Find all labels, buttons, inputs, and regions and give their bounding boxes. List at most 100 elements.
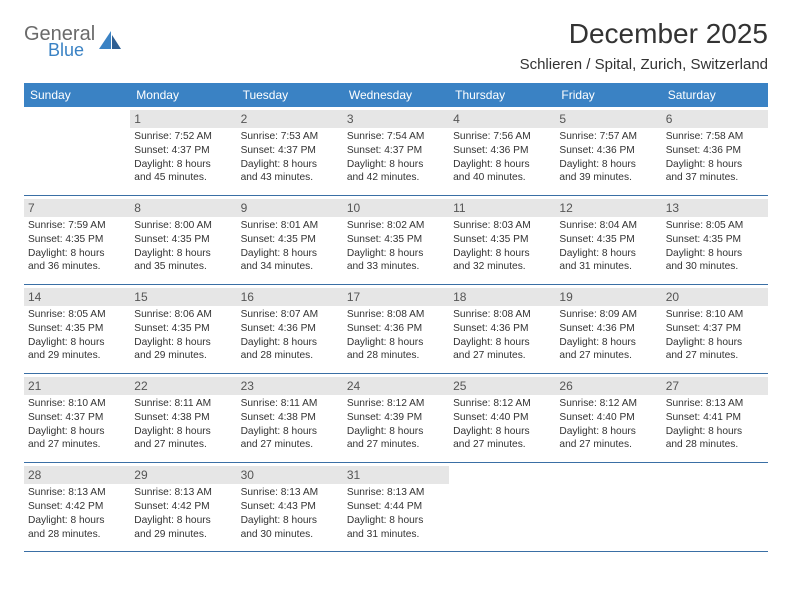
- day-info-line: Sunset: 4:38 PM: [241, 411, 339, 425]
- weekday-header-cell: Friday: [555, 83, 661, 107]
- title-block: December 2025 Schlieren / Spital, Zurich…: [520, 18, 768, 73]
- day-cell: 24Sunrise: 8:12 AMSunset: 4:39 PMDayligh…: [343, 374, 449, 462]
- day-number: 22: [130, 377, 236, 395]
- day-info-line: and 43 minutes.: [241, 171, 339, 185]
- weeks-container: 1Sunrise: 7:52 AMSunset: 4:37 PMDaylight…: [24, 107, 768, 552]
- day-info-line: Sunrise: 8:01 AM: [241, 219, 339, 233]
- day-info-line: Sunrise: 8:13 AM: [241, 486, 339, 500]
- day-info-line: and 29 minutes.: [134, 528, 232, 542]
- day-cell: 18Sunrise: 8:08 AMSunset: 4:36 PMDayligh…: [449, 285, 555, 373]
- day-cell: 28Sunrise: 8:13 AMSunset: 4:42 PMDayligh…: [24, 463, 130, 551]
- day-info-line: Sunrise: 8:12 AM: [559, 397, 657, 411]
- day-info-line: Daylight: 8 hours: [559, 158, 657, 172]
- day-info-line: Sunrise: 7:57 AM: [559, 130, 657, 144]
- weekday-header-cell: Saturday: [662, 83, 768, 107]
- day-cell: [24, 107, 130, 195]
- day-info-line: and 27 minutes.: [134, 438, 232, 452]
- day-info-line: and 31 minutes.: [559, 260, 657, 274]
- day-info-line: Sunset: 4:36 PM: [453, 144, 551, 158]
- weekday-header-cell: Tuesday: [237, 83, 343, 107]
- day-cell: 9Sunrise: 8:01 AMSunset: 4:35 PMDaylight…: [237, 196, 343, 284]
- page-header: General Blue December 2025 Schlieren / S…: [24, 18, 768, 73]
- day-info-line: Sunrise: 8:03 AM: [453, 219, 551, 233]
- day-info-line: Daylight: 8 hours: [241, 336, 339, 350]
- day-info-line: Daylight: 8 hours: [28, 514, 126, 528]
- day-info-line: and 35 minutes.: [134, 260, 232, 274]
- day-cell: 31Sunrise: 8:13 AMSunset: 4:44 PMDayligh…: [343, 463, 449, 551]
- day-number: 26: [555, 377, 661, 395]
- day-number: 17: [343, 288, 449, 306]
- weekday-header-cell: Thursday: [449, 83, 555, 107]
- day-info-line: Sunset: 4:35 PM: [666, 233, 764, 247]
- day-info-line: Sunset: 4:35 PM: [559, 233, 657, 247]
- day-number: 28: [24, 466, 130, 484]
- day-cell: 22Sunrise: 8:11 AMSunset: 4:38 PMDayligh…: [130, 374, 236, 462]
- day-info-line: Daylight: 8 hours: [347, 336, 445, 350]
- day-info-line: Sunrise: 8:13 AM: [666, 397, 764, 411]
- page-subtitle: Schlieren / Spital, Zurich, Switzerland: [520, 56, 768, 73]
- calendar-page: General Blue December 2025 Schlieren / S…: [0, 0, 792, 552]
- logo: General Blue: [24, 24, 123, 59]
- day-cell: 7Sunrise: 7:59 AMSunset: 4:35 PMDaylight…: [24, 196, 130, 284]
- day-number: 30: [237, 466, 343, 484]
- day-info-line: Sunset: 4:36 PM: [559, 144, 657, 158]
- calendar-grid: SundayMondayTuesdayWednesdayThursdayFrid…: [24, 83, 768, 552]
- week-row: 21Sunrise: 8:10 AMSunset: 4:37 PMDayligh…: [24, 374, 768, 463]
- day-info-line: Daylight: 8 hours: [666, 247, 764, 261]
- day-info-line: Sunrise: 8:11 AM: [134, 397, 232, 411]
- day-info-line: Sunset: 4:35 PM: [28, 322, 126, 336]
- day-info-line: Daylight: 8 hours: [28, 425, 126, 439]
- day-cell: 19Sunrise: 8:09 AMSunset: 4:36 PMDayligh…: [555, 285, 661, 373]
- day-info-line: Sunrise: 8:00 AM: [134, 219, 232, 233]
- day-info-line: Daylight: 8 hours: [134, 514, 232, 528]
- day-info-line: Daylight: 8 hours: [453, 158, 551, 172]
- day-info-line: Sunrise: 7:59 AM: [28, 219, 126, 233]
- day-info-line: Daylight: 8 hours: [134, 247, 232, 261]
- day-info-line: and 42 minutes.: [347, 171, 445, 185]
- day-cell: 10Sunrise: 8:02 AMSunset: 4:35 PMDayligh…: [343, 196, 449, 284]
- day-info-line: Daylight: 8 hours: [241, 425, 339, 439]
- weekday-header-cell: Monday: [130, 83, 236, 107]
- day-info-line: and 30 minutes.: [666, 260, 764, 274]
- day-info-line: Daylight: 8 hours: [453, 247, 551, 261]
- day-info-line: Sunset: 4:35 PM: [453, 233, 551, 247]
- week-row: 28Sunrise: 8:13 AMSunset: 4:42 PMDayligh…: [24, 463, 768, 552]
- day-cell: 20Sunrise: 8:10 AMSunset: 4:37 PMDayligh…: [662, 285, 768, 373]
- day-number: 15: [130, 288, 236, 306]
- day-info-line: and 27 minutes.: [666, 349, 764, 363]
- day-number: 3: [343, 110, 449, 128]
- day-info-line: Daylight: 8 hours: [347, 247, 445, 261]
- day-cell: 6Sunrise: 7:58 AMSunset: 4:36 PMDaylight…: [662, 107, 768, 195]
- day-info-line: and 29 minutes.: [28, 349, 126, 363]
- day-info-line: Sunrise: 7:58 AM: [666, 130, 764, 144]
- day-info-line: and 33 minutes.: [347, 260, 445, 274]
- day-info-line: Sunrise: 8:04 AM: [559, 219, 657, 233]
- day-cell: 11 Sunrise: 8:03 AMSunset: 4:35 PMDayligh…: [449, 196, 555, 284]
- day-info-line: Daylight: 8 hours: [134, 425, 232, 439]
- day-info-line: Sunset: 4:43 PM: [241, 500, 339, 514]
- day-number: 14: [24, 288, 130, 306]
- day-number: 24: [343, 377, 449, 395]
- day-cell: 26 Sunrise: 8:12 AMSunset: 4:40 PMDayligh…: [555, 374, 661, 462]
- week-row: 1Sunrise: 7:52 AMSunset: 4:37 PMDaylight…: [24, 107, 768, 196]
- day-cell: 5 Sunrise: 7:57 AMSunset: 4:36 PMDaylight…: [555, 107, 661, 195]
- day-number: 31: [343, 466, 449, 484]
- day-number: 11: [449, 199, 555, 217]
- day-info-line: Sunset: 4:36 PM: [559, 322, 657, 336]
- day-info-line: Sunset: 4:37 PM: [28, 411, 126, 425]
- day-number: 4: [449, 110, 555, 128]
- day-info-line: Sunrise: 8:05 AM: [666, 219, 764, 233]
- day-number: 5: [555, 110, 661, 128]
- day-info-line: Sunrise: 8:09 AM: [559, 308, 657, 322]
- day-info-line: Sunset: 4:42 PM: [134, 500, 232, 514]
- day-info-line: Daylight: 8 hours: [666, 425, 764, 439]
- day-info-line: Daylight: 8 hours: [241, 158, 339, 172]
- day-info-line: Daylight: 8 hours: [134, 158, 232, 172]
- day-info-line: Daylight: 8 hours: [559, 425, 657, 439]
- day-info-line: Sunset: 4:40 PM: [559, 411, 657, 425]
- logo-sail-icon: [97, 29, 123, 55]
- day-info-line: and 28 minutes.: [28, 528, 126, 542]
- day-info-line: Sunrise: 8:02 AM: [347, 219, 445, 233]
- day-cell: 14Sunrise: 8:05 AMSunset: 4:35 PMDayligh…: [24, 285, 130, 373]
- day-info-line: Daylight: 8 hours: [347, 514, 445, 528]
